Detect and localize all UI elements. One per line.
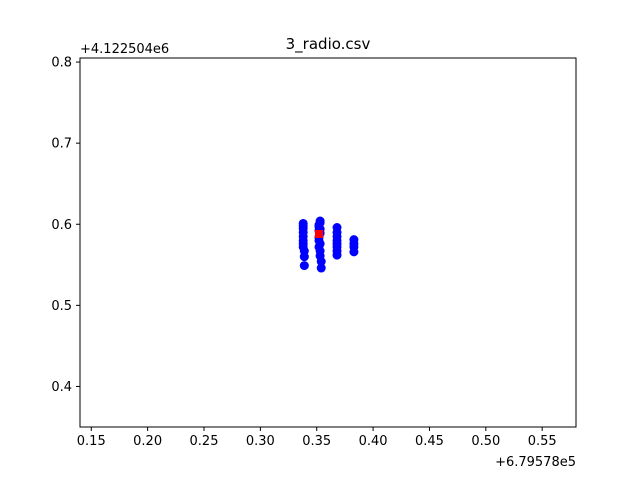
plot-area <box>79 57 577 428</box>
data-point <box>316 257 326 267</box>
x-tick-label: 0.35 <box>302 434 331 449</box>
y-offset-label: +4.122504e6 <box>80 42 169 57</box>
data-point-highlight <box>314 229 323 238</box>
x-tick-label: 0.45 <box>415 434 444 449</box>
chart-title: 3_radio.csv <box>286 35 371 54</box>
axes-frame <box>79 57 577 428</box>
data-point <box>299 252 309 262</box>
y-tick-label: 0.5 <box>51 299 72 314</box>
data-point <box>299 261 309 271</box>
x-tick-label: 0.20 <box>133 434 162 449</box>
x-tick-label: 0.50 <box>471 434 500 449</box>
y-tick-label: 0.6 <box>51 218 72 233</box>
x-tick-label: 0.55 <box>528 434 557 449</box>
x-tick-label: 0.15 <box>77 434 106 449</box>
x-tick-label: 0.25 <box>190 434 219 449</box>
y-tick-label: 0.4 <box>51 380 72 395</box>
x-tick-label: 0.40 <box>359 434 388 449</box>
data-point <box>349 247 359 257</box>
y-tick-label: 0.8 <box>51 56 72 71</box>
x-axis: 0.15 0.20 0.25 0.30 0.35 0.40 0.45 0.50 0.55 <box>77 427 557 449</box>
x-tick-label: 0.30 <box>246 434 275 449</box>
data-point <box>332 250 342 260</box>
y-axis: 0.4 0.5 0.6 0.7 0.8 <box>51 56 80 395</box>
scatter-points <box>298 216 359 273</box>
y-tick-label: 0.7 <box>51 137 72 152</box>
x-offset-label: +6.79578e5 <box>495 455 576 470</box>
data-point <box>316 263 326 273</box>
